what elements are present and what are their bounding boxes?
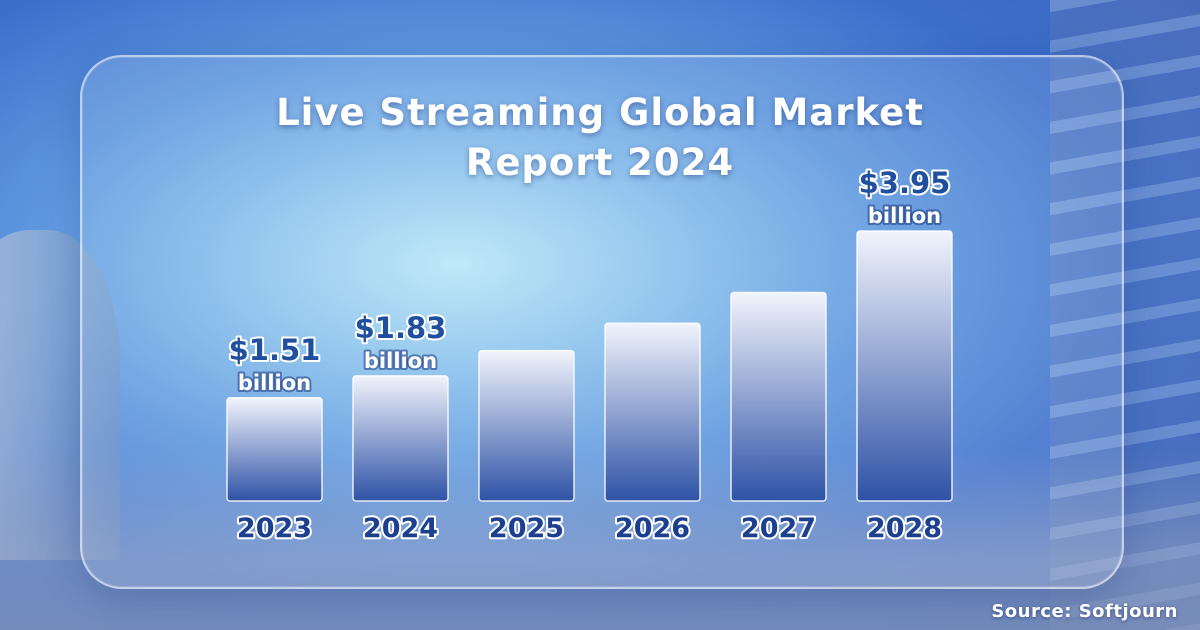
value-label-2028: $3.95 — [859, 166, 951, 200]
labels-group: 2023 $1.51 billion 2024 $1.83 billion 2025 2026… — [227, 164, 953, 546]
year-label-2026: 2026 — [615, 513, 690, 544]
bars-group — [226, 230, 953, 502]
unit-label-2028: billion — [868, 204, 941, 228]
chart-title-line-2: Report 2024 — [465, 141, 735, 184]
year-label-2027: 2027 — [741, 513, 816, 544]
bar-2027 — [730, 291, 827, 502]
bar-2024 — [352, 375, 449, 502]
value-label-2024: $1.83 — [355, 311, 447, 345]
year-label-2023: 2023 — [237, 513, 312, 544]
background-floor — [0, 450, 1200, 630]
bar-2026 — [604, 322, 701, 502]
year-label-2024: 2024 — [363, 513, 438, 544]
unit-label-2024: billion — [364, 349, 437, 373]
chart-title-line-1: Live Streaming Global Market — [276, 91, 924, 134]
year-label-2025: 2025 — [489, 513, 564, 544]
chart-title: Live Streaming Global Market Report 2024 — [0, 88, 1200, 188]
year-label-2028: 2028 — [867, 513, 942, 544]
bar-2023 — [226, 397, 323, 502]
unit-label-2023: billion — [238, 371, 311, 395]
bar-2028 — [856, 230, 953, 502]
source-credit: Source: Softjourn — [991, 601, 1178, 622]
value-label-2023: $1.51 — [229, 333, 321, 367]
bar-2025 — [478, 349, 575, 502]
